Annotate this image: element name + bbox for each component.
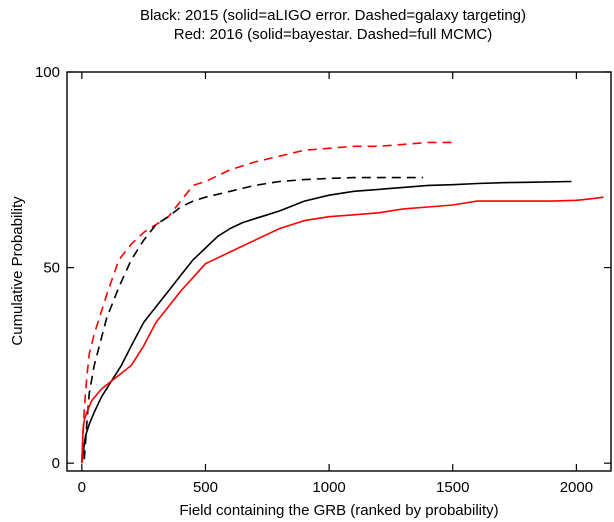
x-tick-label: 500 xyxy=(193,479,218,496)
x-tick-label: 1000 xyxy=(312,479,345,496)
x-tick-label: 0 xyxy=(78,479,86,496)
chart-title-line-2: Red: 2016 (solid=bayestar. Dashed=full M… xyxy=(174,26,493,43)
plot-frame xyxy=(66,71,612,472)
axis-ticks: 0 500 1000 1500 2000 0 50 100 xyxy=(35,64,611,496)
x-tick-label: 1500 xyxy=(436,479,469,496)
y-tick-label: 0 xyxy=(52,455,60,472)
series-line-3 xyxy=(83,176,424,460)
y-axis-label: Cumulative Probability xyxy=(9,196,26,346)
chart-title-line-1: Black: 2015 (solid=aLIGO error. Dashed=g… xyxy=(140,7,526,24)
x-axis-label: Field containing the GRB (ranked by prob… xyxy=(179,502,498,519)
x-tick-label: 2000 xyxy=(560,479,593,496)
series-line-4 xyxy=(81,196,604,464)
y-tick-label: 50 xyxy=(43,260,60,277)
y-tick-label: 100 xyxy=(35,64,60,81)
plot-area xyxy=(81,141,604,464)
series-line-2 xyxy=(81,141,456,464)
